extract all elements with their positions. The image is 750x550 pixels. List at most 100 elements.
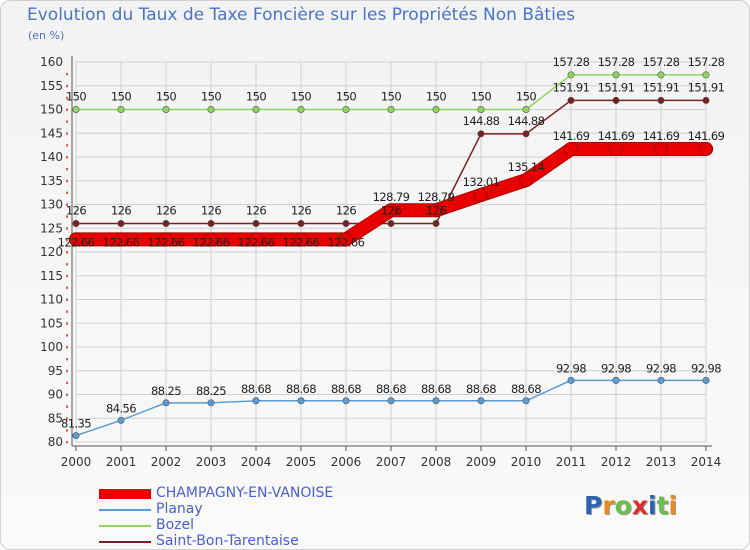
y-tick-label: 130: [40, 198, 63, 212]
data-label: 88.25: [196, 384, 226, 398]
data-point: [567, 71, 575, 79]
x-tick-label: 2003: [196, 455, 227, 469]
legend-swatch: [99, 525, 151, 527]
x-tick-label: 2008: [421, 455, 452, 469]
data-point: [702, 96, 710, 104]
y-tick-label: 100: [40, 340, 63, 354]
data-point: [657, 71, 665, 79]
data-label: 157.28: [598, 55, 635, 69]
data-point: [702, 71, 710, 79]
x-tick-label: 2001: [106, 455, 137, 469]
y-axis-unit: (en %): [28, 29, 65, 42]
data-label: 151.91: [598, 80, 635, 94]
data-point: [432, 397, 440, 405]
data-label: 122.66: [148, 235, 185, 249]
data-point: [117, 106, 125, 114]
data-label: 157.28: [643, 55, 680, 69]
x-tick-label: 2000: [61, 455, 92, 469]
logo-letter: r: [602, 491, 615, 520]
data-point: [612, 71, 620, 79]
data-label: 150: [426, 90, 446, 104]
legend-swatch: [99, 489, 151, 499]
y-tick-label: 150: [40, 103, 63, 117]
legend-swatch: [99, 541, 151, 543]
logo-letter: P: [584, 491, 603, 520]
data-label: 132.01: [463, 175, 500, 189]
data-label: 92.98: [601, 361, 631, 375]
data-point: [117, 220, 125, 228]
logo-letter: t: [656, 491, 669, 520]
data-label: 122.66: [238, 235, 275, 249]
x-tick-label: 2006: [331, 455, 362, 469]
x-tick-label: 2004: [241, 455, 272, 469]
x-tick-label: 2002: [151, 455, 182, 469]
data-point: [297, 397, 305, 405]
legend-swatch: [99, 509, 151, 511]
y-tick-label: 140: [40, 150, 63, 164]
y-tick-label: 95: [48, 364, 63, 378]
data-point: [342, 220, 350, 228]
data-label: 157.28: [688, 55, 725, 69]
data-label: 150: [471, 90, 491, 104]
data-label: 141.69: [688, 129, 725, 143]
data-label: 126: [66, 204, 86, 218]
data-point: [477, 106, 485, 114]
data-label: 150: [111, 90, 131, 104]
logo-letter: i: [668, 491, 678, 520]
data-point: [567, 376, 575, 384]
data-point: [207, 399, 215, 407]
data-point: [567, 96, 575, 104]
data-label: 122.66: [103, 235, 140, 249]
data-label: 126: [381, 204, 401, 218]
x-tick-label: 2013: [646, 455, 677, 469]
data-point: [702, 376, 710, 384]
data-label: 128.79: [373, 190, 410, 204]
data-point: [657, 96, 665, 104]
y-tick-label: 135: [40, 174, 63, 188]
data-label: 122.66: [283, 235, 320, 249]
data-point: [204, 232, 218, 247]
data-point: [429, 203, 443, 218]
logo-letter: x: [631, 491, 648, 520]
data-point: [657, 376, 665, 384]
logo-letter: o: [614, 491, 632, 520]
data-label: 150: [246, 90, 266, 104]
data-label: 144.88: [463, 114, 500, 128]
y-tick-label: 120: [40, 245, 63, 259]
legend-label: CHAMPAGNY-EN-VANOISE: [156, 485, 334, 501]
data-label: 128.79: [418, 190, 455, 204]
data-point: [384, 203, 398, 218]
x-tick-label: 2009: [466, 455, 497, 469]
data-label: 141.69: [643, 129, 680, 143]
data-point: [432, 106, 440, 114]
data-label: 150: [381, 90, 401, 104]
data-point: [72, 220, 80, 228]
data-point: [339, 232, 353, 247]
x-tick-label: 2007: [376, 455, 407, 469]
data-label: 88.25: [151, 384, 181, 398]
data-label: 150: [516, 90, 536, 104]
data-label: 126: [201, 204, 221, 218]
data-point: [252, 106, 260, 114]
data-label: 88.68: [241, 382, 271, 396]
x-tick-label: 2010: [511, 455, 542, 469]
data-point: [117, 416, 125, 424]
data-point: [612, 96, 620, 104]
data-label: 144.88: [508, 114, 545, 128]
data-label: 141.69: [553, 129, 590, 143]
data-point: [522, 106, 530, 114]
data-label: 84.56: [106, 401, 136, 415]
data-label: 150: [156, 90, 176, 104]
data-point: [342, 106, 350, 114]
chart-title: Evolution du Taux de Taxe Foncière sur l…: [27, 5, 576, 25]
data-point: [477, 397, 485, 405]
y-tick-label: 125: [40, 221, 63, 235]
y-tick-label: 105: [40, 316, 63, 330]
data-point: [114, 232, 128, 247]
data-point: [342, 397, 350, 405]
legend-label: Saint-Bon-Tarentaise: [156, 533, 299, 549]
y-tick-label: 85: [48, 411, 63, 425]
data-label: 126: [156, 204, 176, 218]
data-label: 151.91: [688, 80, 725, 94]
